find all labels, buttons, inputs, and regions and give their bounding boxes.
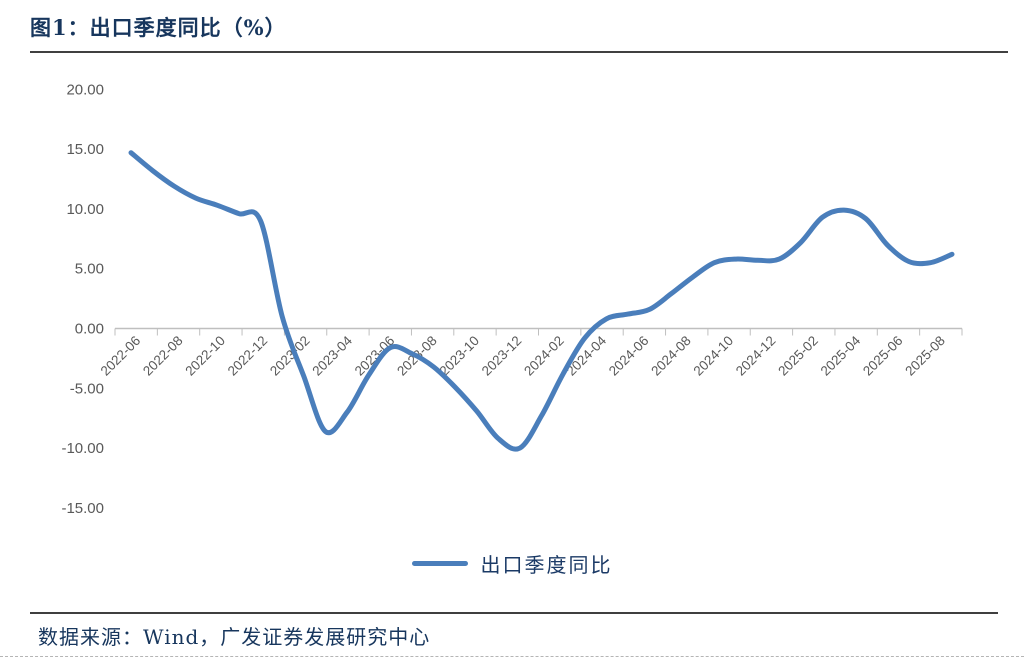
x-axis-label: 2024-10 <box>691 333 737 379</box>
x-axis-label: 2025-06 <box>860 333 906 379</box>
chart-title: 图1：出口季度同比（%） <box>30 15 287 40</box>
x-axis-label: 2022-10 <box>182 333 228 379</box>
y-axis-label: 20.00 <box>66 81 104 98</box>
y-axis-label: 5.00 <box>75 261 104 278</box>
x-axis-label: 2022-06 <box>98 333 144 379</box>
x-axis-label: 2025-08 <box>902 333 948 379</box>
y-axis-label: -10.00 <box>61 440 104 457</box>
y-axis-label: -15.00 <box>61 500 104 517</box>
x-axis-label: 2025-02 <box>775 333 821 379</box>
y-axis-label: 15.00 <box>66 141 104 158</box>
legend-label: 出口季度同比 <box>480 553 613 577</box>
chart-canvas: 20.00 15.00 10.00 5.00 0.00 -5.00 -10.00 -15.00… <box>61 81 963 517</box>
series-line-export-quarterly-yoy <box>128 150 955 452</box>
x-axis-label: 2023-04 <box>309 333 355 379</box>
y-axis-label: -5.00 <box>70 380 104 397</box>
footer-source-text: 数据来源：Wind，广发证券发展研究中心 <box>38 625 431 649</box>
footer-divider-bottom <box>0 656 1024 657</box>
y-axis-label: 10.00 <box>66 201 104 218</box>
footer-divider-top <box>30 612 998 614</box>
x-axis-label: 2024-12 <box>733 333 779 379</box>
x-axis-label: 2023-12 <box>479 333 525 379</box>
legend-line-swatch <box>411 561 468 566</box>
x-axis-label: 2023-06 <box>352 333 398 379</box>
x-axis-label: 2022-12 <box>225 333 271 379</box>
title-underline <box>30 51 1008 53</box>
x-axis-label: 2025-04 <box>818 333 864 379</box>
x-axis-label: 2022-08 <box>140 333 186 379</box>
y-axis-label: 0.00 <box>75 321 104 338</box>
x-axis-label: 2024-02 <box>521 333 567 379</box>
x-axis-label: 2023-10 <box>436 333 482 379</box>
x-axis-label: 2024-08 <box>648 333 694 379</box>
legend: 出口季度同比 <box>0 549 1024 578</box>
x-axis-label: 2024-06 <box>606 333 652 379</box>
